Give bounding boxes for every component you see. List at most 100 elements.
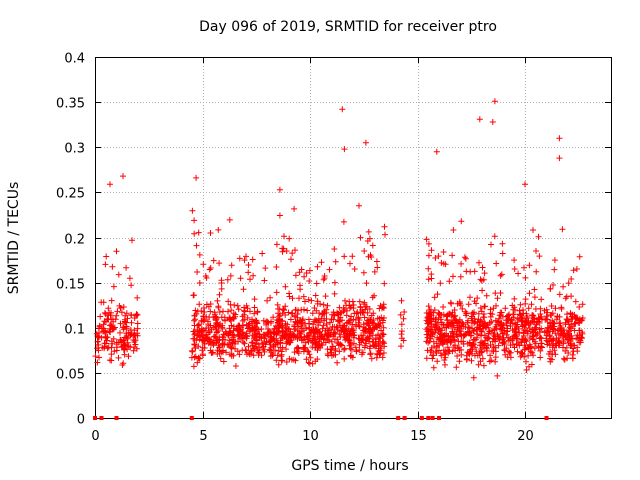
data-point [513,321,520,328]
data-point [453,320,460,327]
y-tick-label: 0.05 [56,368,85,383]
data-point [264,297,271,304]
data-point [369,242,376,249]
data-point [515,316,522,323]
data-point [514,348,521,355]
data-point [543,337,550,344]
data-point [289,250,296,257]
data-point [458,351,465,358]
data-point [475,361,482,368]
data-point [523,310,530,317]
data-point [427,349,434,355]
data-point [357,304,364,311]
data-point [256,333,263,340]
data-point [241,257,248,264]
data-point [240,286,247,293]
data-point [220,331,227,338]
data-point [365,320,372,327]
data-point [563,316,570,323]
data-point [351,266,358,272]
data-point [466,329,473,336]
data-point [531,286,538,293]
data-point [546,342,553,349]
data-point [369,332,376,339]
data-point [560,355,567,362]
data-point [109,340,116,347]
x-tick-label: 5 [199,429,207,444]
data-point [361,324,367,331]
data-point [236,333,243,340]
data-point [322,293,329,300]
data-point [511,266,518,272]
data-point [281,334,288,340]
data-point [498,271,505,278]
data-point [438,259,445,266]
data-point [511,257,518,264]
data-point [99,328,106,335]
data-point [346,337,353,344]
data-point [480,311,487,317]
data-point [319,311,326,318]
data-point [550,340,556,347]
data-point [287,316,294,323]
data-point [366,235,373,242]
data-point [117,329,123,336]
data-point [287,328,294,335]
data-point [462,255,469,262]
data-point [207,308,214,315]
data-point [273,241,280,248]
data-point [477,276,484,283]
data-point [531,326,538,333]
data-point [275,310,282,317]
data-point [351,340,357,347]
data-point [288,356,295,363]
data-point [298,323,305,329]
data-point [382,231,388,238]
data-point [256,344,263,351]
data-point [428,323,435,330]
data-point [320,276,327,283]
data-point [451,307,458,313]
data-point [467,294,473,301]
data-point [361,314,368,321]
data-point [538,340,545,347]
data-point [477,305,484,311]
data-point [476,350,483,356]
data-point [225,298,232,305]
data-point [473,300,480,307]
data-point [428,271,435,278]
data-point [206,314,213,321]
data-point [428,247,435,254]
data-point [134,325,141,332]
data-point [356,347,363,353]
data-point [350,332,357,339]
data-point [504,328,511,335]
data-point [378,327,385,334]
zero-marker [93,416,97,420]
data-point [190,328,197,335]
data-point [327,319,333,326]
data-point [376,315,383,322]
data-point [328,316,335,323]
data-point [309,310,316,317]
data-point [292,247,298,254]
data-point [207,322,214,329]
data-point [305,359,312,366]
data-point [134,320,141,327]
data-point [216,348,223,355]
data-point [362,139,369,146]
data-point [351,332,358,338]
data-point [446,278,453,285]
data-point [477,339,484,346]
data-point [322,339,329,346]
data-point [309,344,316,351]
data-point [511,295,518,302]
data-point [195,332,202,339]
data-point [249,348,255,355]
data-point [570,267,577,274]
data-point [258,326,265,333]
data-point [449,252,456,259]
data-point [432,322,439,329]
data-point [125,353,132,360]
data-point [242,347,249,353]
